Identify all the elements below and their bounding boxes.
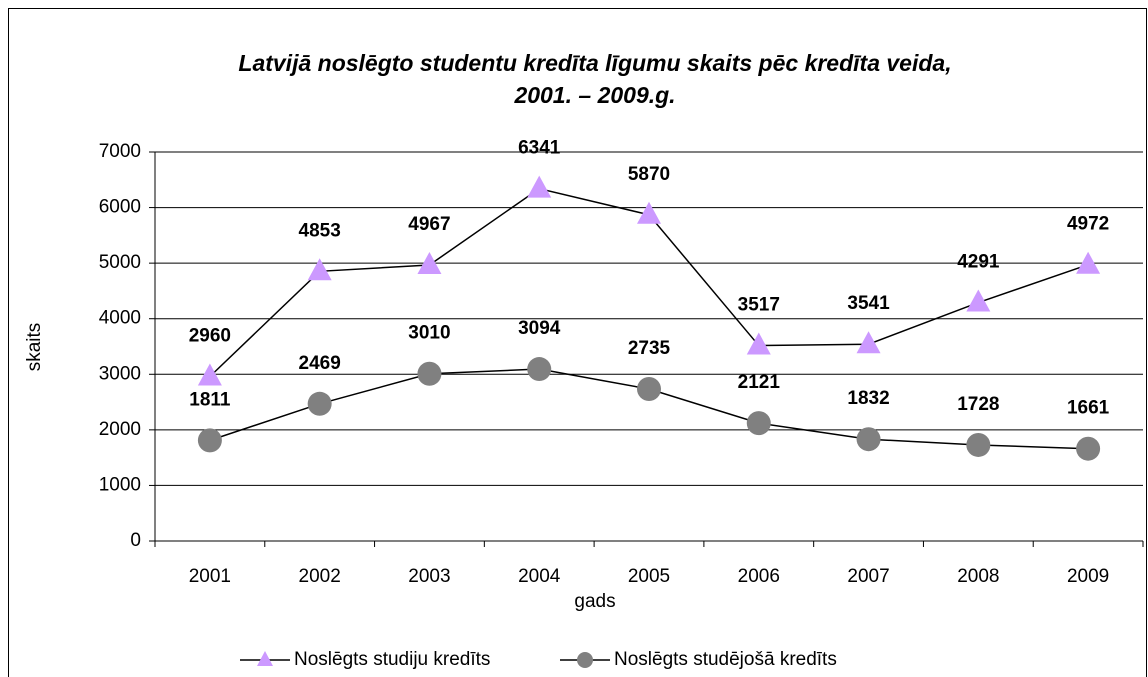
data-label: 1832 (847, 388, 889, 409)
data-label: 4853 (299, 220, 341, 241)
y-tick-label: 6000 (99, 197, 141, 218)
data-label: 3541 (847, 293, 890, 314)
legend-marker (577, 652, 593, 668)
point (307, 258, 332, 281)
data-label: 4291 (957, 252, 1000, 273)
x-tick-label: 2006 (738, 566, 780, 587)
y-tick-label: 2000 (99, 419, 141, 440)
point (746, 411, 771, 436)
data-label: 1661 (1067, 398, 1110, 419)
x-tick-label: 2009 (1067, 566, 1109, 587)
data-label: 2735 (628, 338, 671, 359)
point (856, 427, 881, 452)
point (197, 428, 222, 453)
chart-title: 2001. – 2009.g. (513, 82, 675, 108)
data-label: 6341 (518, 138, 561, 159)
point (527, 175, 552, 198)
point (417, 361, 442, 386)
x-tick-label: 2007 (847, 566, 889, 587)
legend-marker (257, 651, 273, 666)
data-label: 3517 (738, 295, 780, 316)
data-label: 2960 (189, 326, 231, 347)
x-tick-label: 2005 (628, 566, 670, 587)
y-tick-label: 3000 (99, 363, 141, 384)
point (746, 332, 771, 355)
point (307, 391, 332, 416)
legend-label: Noslēgts studējošā kredīts (614, 649, 837, 670)
x-tick-label: 2003 (408, 566, 450, 587)
point (966, 432, 991, 457)
point (637, 201, 661, 224)
y-tick-label: 5000 (99, 252, 141, 273)
point (1076, 436, 1101, 461)
point (1076, 251, 1101, 274)
point (856, 331, 881, 354)
point (417, 251, 442, 274)
y-tick-label: 7000 (99, 141, 141, 162)
data-label: 1728 (957, 394, 999, 415)
x-tick-label: 2001 (189, 566, 231, 587)
x-tick-label: 2002 (299, 566, 341, 587)
data-label: 3010 (408, 323, 450, 344)
point (527, 357, 552, 382)
x-tick-label: 2004 (518, 566, 561, 587)
y-tick-label: 1000 (99, 474, 141, 495)
y-tick-label: 4000 (99, 308, 141, 329)
data-label: 1811 (189, 389, 231, 410)
data-label: 4967 (408, 214, 450, 235)
point (637, 377, 661, 402)
chart-frame (8, 8, 1147, 677)
point (966, 289, 991, 312)
x-axis-label: gads (574, 591, 615, 612)
y-axis-label: skaits (24, 323, 45, 372)
data-label: 2121 (738, 372, 781, 393)
data-label: 5870 (628, 164, 670, 185)
data-label: 4972 (1067, 214, 1109, 235)
point (197, 363, 222, 386)
y-tick-label: 0 (130, 530, 141, 551)
chart-title: Latvijā noslēgto studentu kredīta līgumu… (238, 50, 951, 76)
data-label: 3094 (518, 318, 561, 339)
legend-label: Noslēgts studiju kredīts (294, 649, 490, 670)
x-tick-label: 2008 (957, 566, 999, 587)
data-label: 2469 (299, 353, 341, 374)
